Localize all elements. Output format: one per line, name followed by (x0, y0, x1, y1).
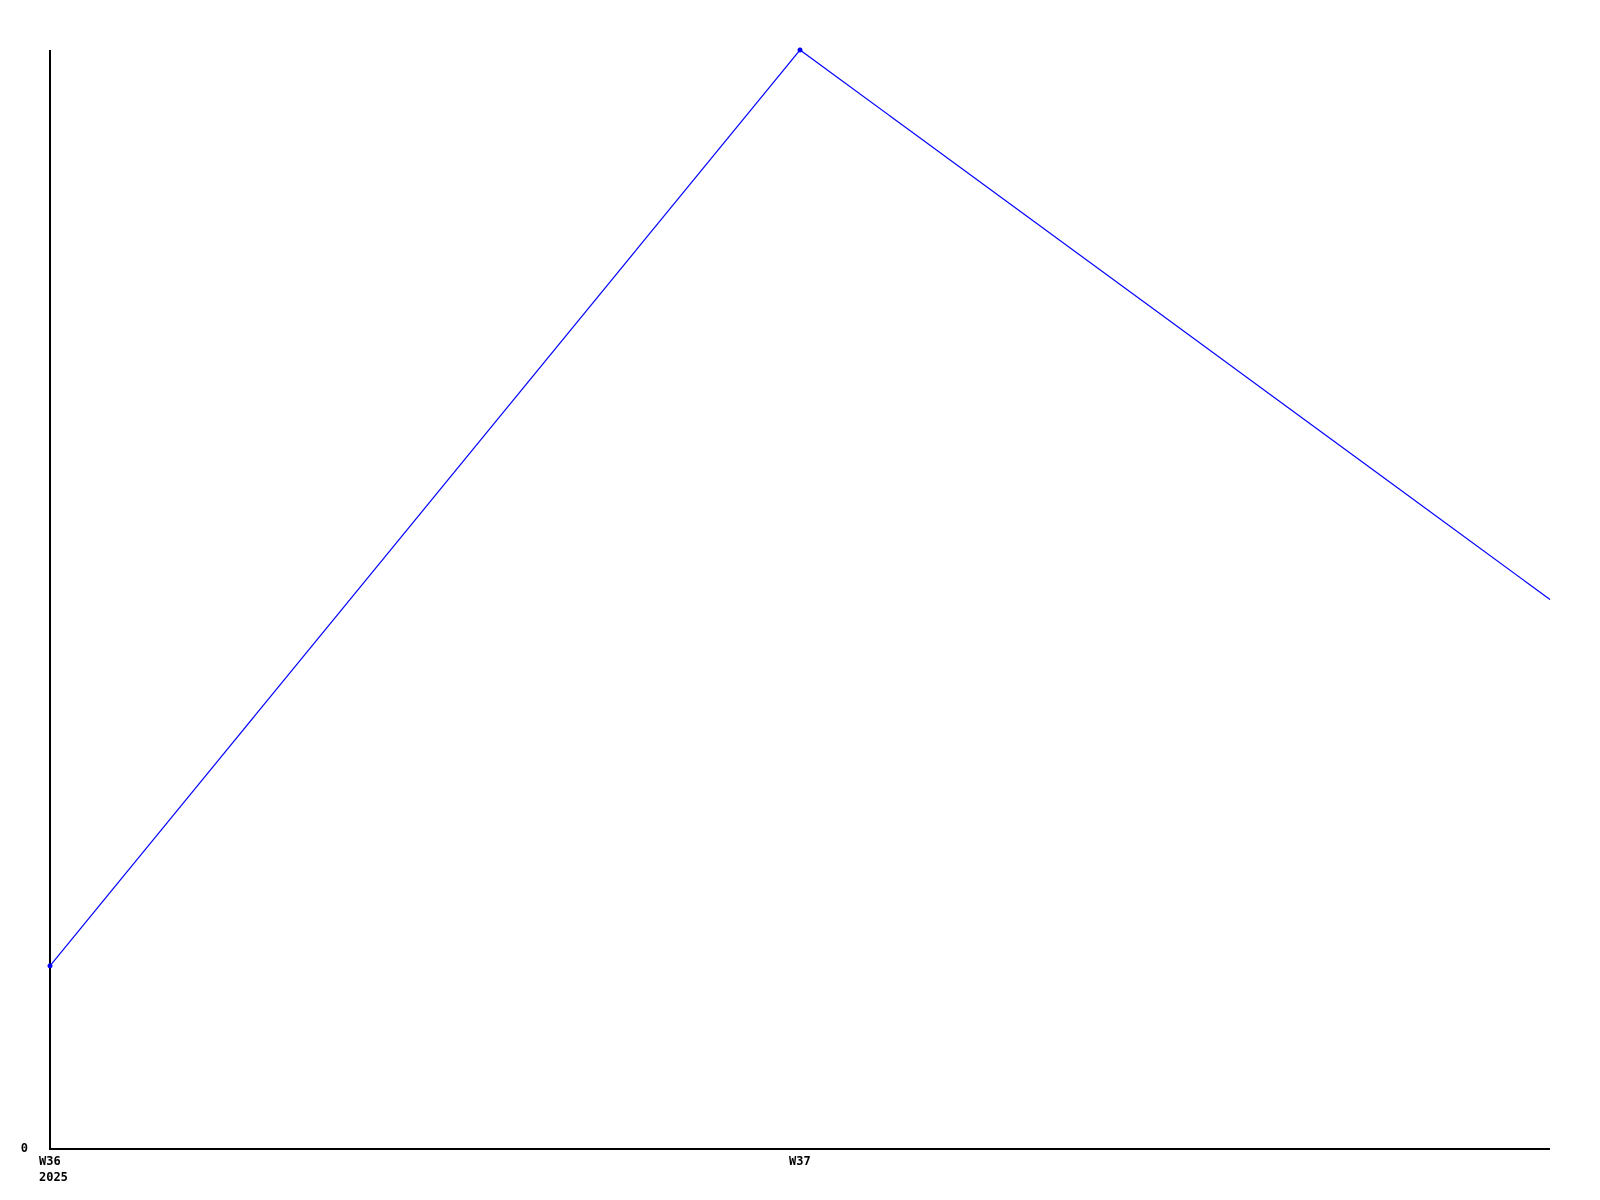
data-point-marker (797, 47, 803, 53)
x-axis-tick-label-w36: W36 (39, 1154, 61, 1168)
x-axis-tick-label-w37: W37 (789, 1154, 811, 1168)
x-axis-tick-year-label: 2025 (39, 1170, 68, 1184)
series-line (49, 49, 1551, 967)
y-axis-tick-label-zero: 0 (20, 1141, 28, 1155)
data-point-marker (47, 963, 53, 969)
